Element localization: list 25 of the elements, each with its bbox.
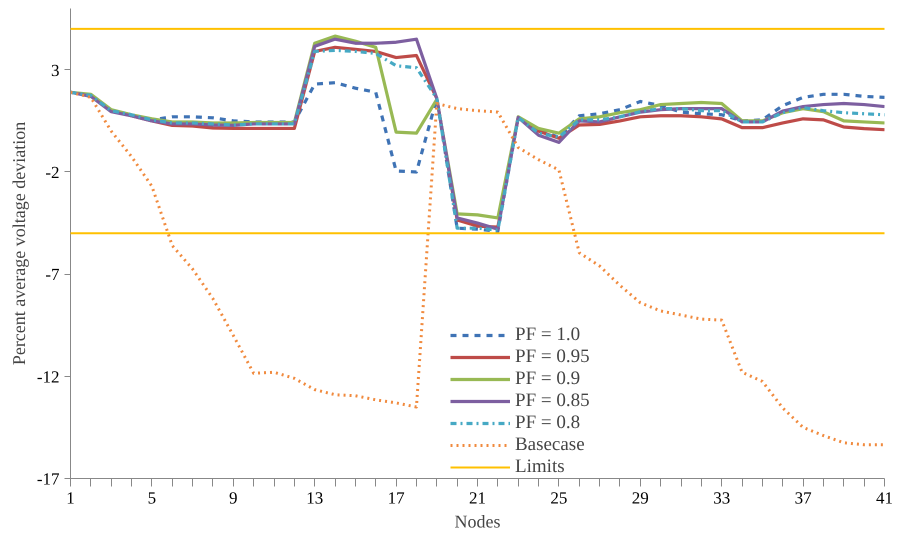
legend-label: PF = 0.85 bbox=[515, 390, 590, 412]
x-tick-label: 29 bbox=[632, 488, 649, 508]
y-tick-label: -2 bbox=[45, 162, 60, 182]
x-tick-label: 1 bbox=[66, 488, 75, 508]
y-tick-label: -17 bbox=[36, 470, 60, 488]
legend-label: PF = 1.0 bbox=[515, 324, 580, 346]
x-tick-label: 21 bbox=[469, 488, 486, 508]
x-tick-label: 9 bbox=[229, 488, 238, 508]
y-axis-title: Percent average voltage deviation bbox=[8, 122, 29, 366]
y-tick-label: -12 bbox=[36, 367, 60, 386]
legend-label: PF = 0.9 bbox=[515, 368, 580, 390]
legend-label: Basecase bbox=[515, 434, 585, 456]
legend-label: Limits bbox=[515, 456, 565, 478]
legend-label: PF = 0.95 bbox=[515, 346, 590, 368]
x-axis-title: Nodes bbox=[454, 512, 501, 532]
x-tick-label: 5 bbox=[148, 488, 156, 508]
y-tick-label: 3 bbox=[51, 60, 60, 80]
x-tick-label: 13 bbox=[306, 488, 324, 508]
x-tick-label: 33 bbox=[713, 488, 730, 508]
x-tick-label: 17 bbox=[388, 488, 406, 508]
x-tick-label: 37 bbox=[794, 488, 812, 508]
x-tick-label: 25 bbox=[550, 488, 568, 508]
y-tick-label: -7 bbox=[45, 265, 60, 284]
legend-label: PF = 0.8 bbox=[515, 412, 580, 434]
x-tick-label: 41 bbox=[876, 488, 893, 508]
